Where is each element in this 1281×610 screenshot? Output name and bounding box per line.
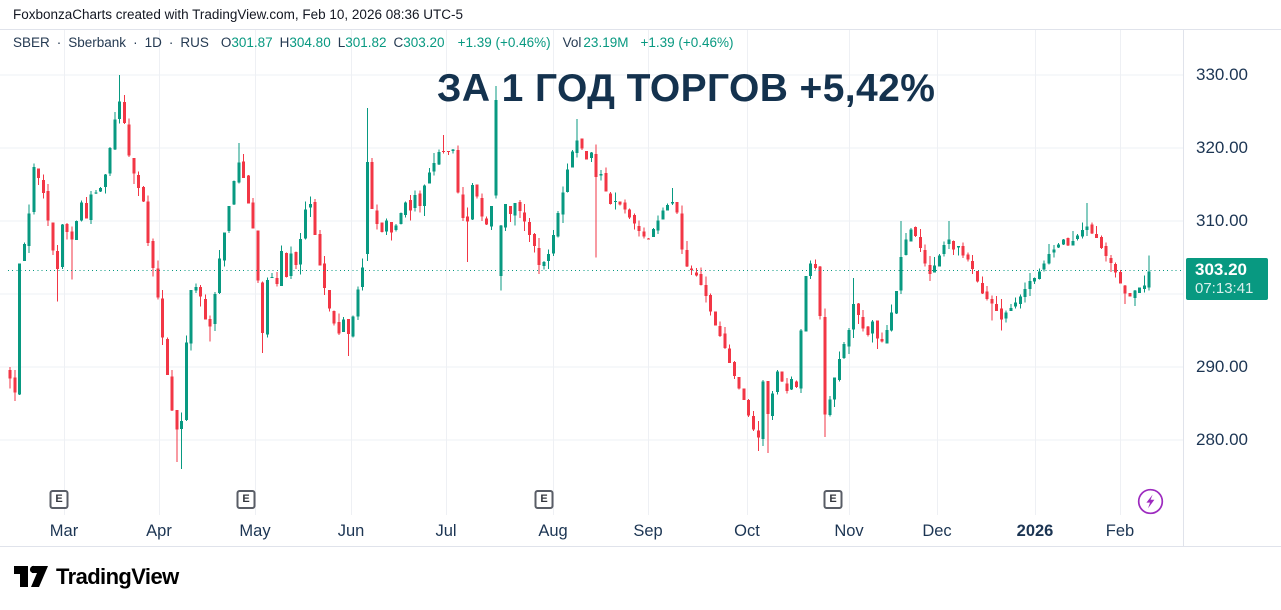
ohlc-item: L301.82 — [337, 35, 387, 50]
chart-annotation-title: ЗА 1 ГОД ТОРГОВ +5,42% — [437, 67, 936, 110]
price-axis-label: 280.00 — [1196, 430, 1248, 449]
month-label: Apr — [146, 522, 172, 540]
legend-separator: · — [133, 35, 138, 50]
up-candle-bodies — [18, 99, 1151, 439]
lightning-icon[interactable] — [1137, 488, 1164, 515]
ohlc-item: O301.87 — [220, 35, 273, 50]
month-label: Mar — [49, 522, 79, 540]
tradingview-logo[interactable]: TradingView — [13, 563, 179, 591]
price-axis-label: 320.00 — [1196, 138, 1248, 157]
grid-horizontal-lines — [0, 74, 1183, 441]
attribution-bar: FoxbonzaCharts created with TradingView.… — [0, 0, 1281, 30]
ohlc-item: C303.20 — [393, 35, 445, 50]
month-label: Jun — [337, 522, 365, 540]
attribution-text: FoxbonzaCharts created with TradingView.… — [13, 7, 463, 22]
footer-bar: TradingView — [0, 546, 1281, 610]
symbol-name[interactable]: SBER — [13, 35, 50, 50]
month-label: Feb — [1105, 522, 1135, 540]
interval-label[interactable]: 1D — [144, 35, 162, 50]
month-label: Nov — [834, 522, 864, 540]
symbol-description: Sberbank — [68, 35, 127, 50]
exchange-label: RUS — [180, 35, 209, 50]
earnings-marker[interactable]: E — [49, 490, 69, 509]
last-price-value: 303.20 — [1195, 259, 1247, 279]
lightning-bolt-glyph — [1146, 494, 1155, 509]
up-candle-wicks — [19, 75, 1150, 470]
change-value: +1.39 (+0.46%) — [457, 35, 551, 50]
legend-separator: · — [168, 35, 174, 50]
month-label: May — [239, 522, 271, 540]
price-axis-label: 310.00 — [1196, 211, 1248, 230]
month-label: Oct — [734, 522, 760, 540]
price-axis-label: 330.00 — [1196, 65, 1248, 84]
ohlc-item: H304.80 — [279, 35, 331, 50]
earnings-marker[interactable]: E — [534, 490, 554, 509]
volume-change-value: +1.39 (+0.46%) — [640, 35, 734, 50]
month-label: Sep — [633, 522, 663, 540]
month-label: 2026 — [1016, 522, 1054, 540]
month-label: Dec — [922, 522, 952, 540]
price-axis[interactable]: 330.00 320.00 310.00 290.00 280.00 — [1183, 30, 1281, 546]
month-label: Jul — [435, 522, 457, 540]
volume-label: Vol — [562, 35, 582, 50]
tradingview-logo-text: TradingView — [56, 564, 179, 589]
price-axis-label: 290.00 — [1196, 357, 1248, 376]
time-axis[interactable]: Mar Apr May Jun Jul Aug Sep Oct Nov Dec 2026 Feb — [0, 510, 1183, 546]
down-candle-wicks — [9, 94, 1131, 462]
ohlc-values: O301.87 H304.80 L301.82 C303.20 — [221, 35, 452, 50]
symbol-legend[interactable]: SBER · Sberbank · 1D · RUS O301.87 H304.8… — [13, 35, 734, 50]
month-label: Aug — [538, 522, 568, 540]
bar-countdown: 07:13:41 — [1195, 279, 1254, 297]
volume-value: 23.19M — [583, 35, 629, 50]
tradingview-logo-glyph — [14, 565, 48, 587]
earnings-marker[interactable]: E — [236, 490, 256, 509]
grid-vertical-lines — [64, 30, 1121, 515]
last-price-tag: 303.20 07:13:41 — [1186, 257, 1268, 300]
earnings-marker[interactable]: E — [823, 490, 843, 509]
legend-separator: · — [56, 35, 62, 50]
down-candle-bodies — [8, 101, 1132, 438]
